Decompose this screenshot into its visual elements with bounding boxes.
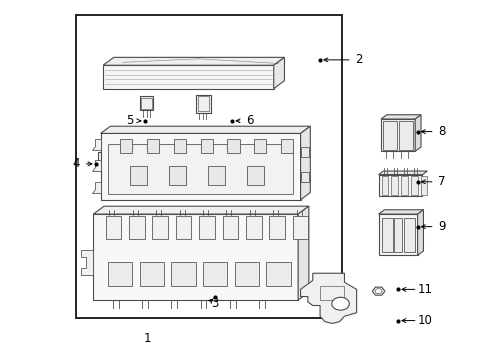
Bar: [381, 176, 387, 195]
Text: 8: 8: [437, 125, 445, 138]
Bar: [222, 216, 238, 239]
Bar: [173, 139, 185, 153]
Circle shape: [331, 297, 348, 310]
Bar: [383, 121, 396, 149]
Bar: [120, 139, 132, 153]
Bar: [269, 216, 285, 239]
Bar: [378, 175, 422, 196]
Polygon shape: [98, 152, 108, 162]
Text: 3: 3: [211, 297, 219, 310]
Bar: [129, 216, 144, 239]
Bar: [400, 176, 407, 195]
Bar: [403, 218, 414, 252]
Polygon shape: [81, 250, 93, 275]
Polygon shape: [300, 147, 309, 157]
Bar: [266, 262, 290, 286]
Bar: [207, 166, 224, 185]
Bar: [140, 262, 163, 286]
Polygon shape: [300, 126, 310, 200]
Polygon shape: [92, 139, 101, 149]
Bar: [203, 262, 227, 286]
Bar: [378, 214, 417, 255]
Bar: [141, 98, 152, 109]
Bar: [245, 216, 261, 239]
Bar: [199, 216, 214, 239]
Bar: [410, 176, 417, 195]
Polygon shape: [300, 273, 356, 323]
Text: 10: 10: [417, 314, 431, 327]
Polygon shape: [92, 182, 101, 193]
Polygon shape: [378, 171, 427, 175]
Bar: [76, 15, 341, 318]
Bar: [200, 139, 212, 153]
Text: 6: 6: [245, 114, 253, 127]
Bar: [292, 216, 308, 239]
Bar: [380, 119, 414, 151]
Bar: [197, 96, 209, 111]
Bar: [227, 139, 239, 153]
Text: 2: 2: [355, 53, 362, 66]
Text: 1: 1: [143, 332, 150, 345]
Polygon shape: [103, 57, 284, 65]
Polygon shape: [92, 160, 101, 171]
Bar: [101, 134, 300, 200]
Bar: [152, 216, 167, 239]
Bar: [281, 139, 293, 153]
Polygon shape: [414, 115, 420, 151]
Polygon shape: [300, 172, 309, 182]
Polygon shape: [371, 287, 384, 295]
Bar: [234, 262, 259, 286]
Bar: [195, 95, 211, 113]
Polygon shape: [298, 206, 308, 300]
Bar: [108, 262, 132, 286]
Polygon shape: [101, 126, 310, 134]
Text: 4: 4: [72, 157, 80, 170]
Text: 11: 11: [417, 283, 431, 296]
Bar: [390, 176, 397, 195]
Bar: [140, 96, 153, 110]
Bar: [130, 166, 147, 185]
Text: 5: 5: [126, 114, 133, 127]
Bar: [108, 144, 293, 194]
Polygon shape: [417, 210, 423, 255]
Bar: [398, 121, 412, 149]
Polygon shape: [380, 115, 420, 119]
Polygon shape: [93, 206, 308, 214]
Circle shape: [374, 289, 381, 294]
Bar: [175, 216, 191, 239]
Text: 9: 9: [437, 220, 445, 233]
Text: 7: 7: [437, 175, 445, 188]
Bar: [171, 262, 195, 286]
Bar: [103, 65, 273, 89]
Bar: [254, 139, 266, 153]
Bar: [105, 216, 121, 239]
Bar: [168, 166, 185, 185]
Bar: [147, 139, 159, 153]
Bar: [381, 218, 392, 252]
Polygon shape: [273, 57, 284, 89]
Polygon shape: [378, 210, 423, 214]
Bar: [420, 176, 427, 195]
Bar: [393, 218, 402, 252]
Bar: [246, 166, 264, 185]
Bar: [93, 214, 298, 300]
